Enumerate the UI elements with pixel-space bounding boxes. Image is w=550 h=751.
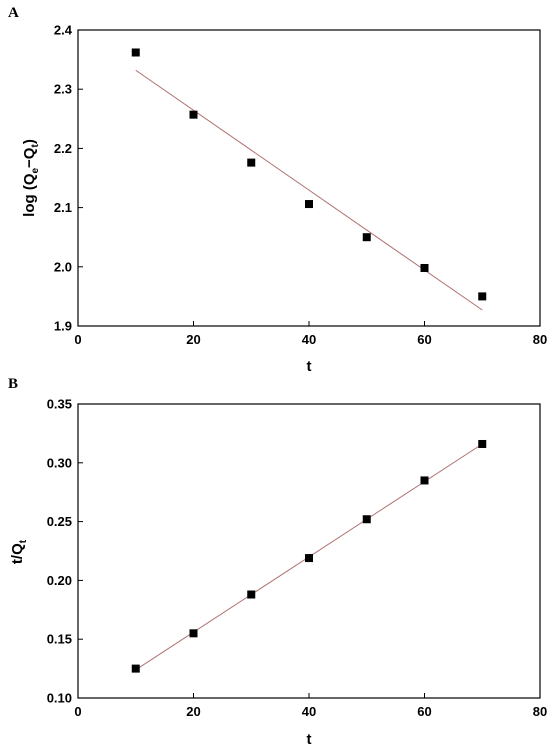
x-axis-label-b: t: [307, 731, 312, 748]
fit-line-a: [135, 69, 483, 311]
data-point: [305, 200, 313, 209]
data-point: [478, 439, 487, 448]
data-points-a: [131, 48, 487, 301]
data-point: [420, 476, 429, 485]
data-point: [247, 590, 256, 599]
x-tick-labels-b: 0 20 40 60 80: [74, 704, 547, 719]
data-points-b: [131, 439, 487, 673]
y-axis-label-a-sub2: t: [30, 144, 41, 148]
data-point: [189, 629, 198, 638]
y-axis-label-a-main: log (Q: [21, 173, 38, 217]
y-tick-labels-a: 1.9 2.0 2.1 2.2 2.3 2.4: [54, 23, 73, 334]
y-tick-label: 0.20: [47, 573, 72, 588]
plot-frame-b: [77, 403, 541, 699]
x-tick-labels-a: 0 20 40 60 80: [74, 332, 547, 347]
panel-label-a: A: [8, 5, 19, 21]
y-axis-label-b-main: t/Q: [9, 543, 26, 564]
data-point: [305, 554, 313, 563]
y-tick-label: 2.1: [54, 200, 72, 215]
y-axis-label-a: log (Qe−Qt): [21, 139, 41, 217]
y-tick-label: 2.3: [54, 82, 72, 97]
data-point: [247, 158, 256, 167]
x-axis-label-a: t: [307, 358, 312, 375]
x-tick-label: 0: [74, 704, 81, 719]
x-tick-label: 80: [533, 332, 547, 347]
y-tick-label: 2.0: [54, 259, 72, 274]
data-point: [420, 263, 429, 272]
y-tick-label: 0.15: [47, 632, 72, 647]
y-axis-label-b: t/Qt: [9, 539, 29, 564]
x-tick-label: 20: [186, 704, 200, 719]
x-tick-label: 60: [417, 332, 431, 347]
ticks-b: [77, 403, 541, 699]
x-tick-label: 20: [186, 332, 200, 347]
chart-panel-a: A 0 20 40 60 80 1.9 2.0 2.1 2.2 2.3 2.4 …: [8, 5, 547, 375]
y-tick-label: 0.10: [47, 691, 72, 706]
y-tick-labels-b: 0.10 0.15 0.20 0.25 0.30 0.35: [47, 397, 72, 706]
plot-frame-a: [77, 29, 541, 327]
data-point: [131, 48, 140, 57]
data-point: [131, 664, 140, 673]
x-tick-label: 0: [74, 332, 81, 347]
panel-label-b: B: [8, 376, 18, 392]
y-tick-label: 2.4: [54, 23, 73, 38]
x-tick-label: 40: [302, 704, 316, 719]
y-tick-label: 0.30: [47, 455, 72, 470]
x-tick-label: 40: [302, 332, 316, 347]
x-tick-label: 60: [417, 704, 431, 719]
data-point: [478, 292, 487, 301]
data-point: [189, 110, 198, 119]
chart-panel-b: B 0 20 40 60 80 0.10 0.15 0.20 0.25 0.30…: [8, 376, 547, 748]
data-point: [362, 233, 371, 242]
ticks-a: [77, 29, 541, 327]
y-tick-label: 2.2: [54, 141, 72, 156]
y-axis-label-a-close: ): [21, 139, 38, 144]
data-point: [362, 515, 371, 524]
y-axis-label-a-mid: −Q: [21, 147, 38, 168]
y-tick-label: 1.9: [54, 319, 72, 334]
y-axis-label-b-sub: t: [18, 539, 29, 543]
y-axis-label-a-sub1: e: [30, 168, 41, 174]
y-tick-label: 0.25: [47, 514, 72, 529]
x-tick-label: 80: [533, 704, 547, 719]
y-tick-label: 0.35: [47, 397, 72, 412]
